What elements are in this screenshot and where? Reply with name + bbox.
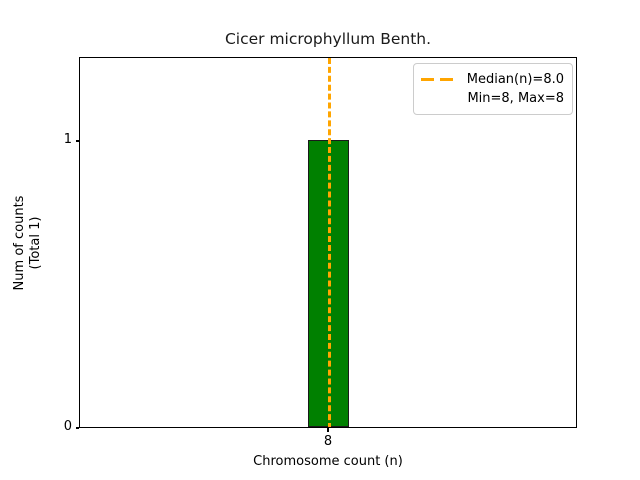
plot-area: Median(n)=8.0 Min=8, Max=8 xyxy=(79,57,577,428)
legend-label-minmax: Min=8, Max=8 xyxy=(467,91,564,106)
y-tick-mark xyxy=(75,140,79,142)
legend-label-median: Median(n)=8.0 xyxy=(466,72,564,87)
dashed-line-icon xyxy=(420,74,458,86)
x-tick-label-8: 8 xyxy=(323,434,333,449)
y-tick-label-1: 1 xyxy=(63,132,72,147)
y-axis-label-line2: (Total 1) xyxy=(28,216,43,269)
page-title: Cicer microphyllum Benth. xyxy=(224,30,432,48)
x-axis-label: Chromosome count (n) xyxy=(253,454,403,469)
x-tick-mark xyxy=(327,428,329,432)
y-axis-label-wrap: Num of counts (Total 1) xyxy=(0,57,56,428)
y-axis-label-line1: Num of counts xyxy=(12,195,28,290)
legend-item-median: Median(n)=8.0 xyxy=(420,70,564,89)
legend: Median(n)=8.0 Min=8, Max=8 xyxy=(413,63,573,115)
legend-item-minmax: Min=8, Max=8 xyxy=(421,89,564,108)
y-axis-label: Num of counts (Total 1) xyxy=(12,195,44,290)
y-tick-mark xyxy=(75,427,79,429)
y-tick-label-0: 0 xyxy=(63,419,72,434)
median-line xyxy=(328,58,331,427)
